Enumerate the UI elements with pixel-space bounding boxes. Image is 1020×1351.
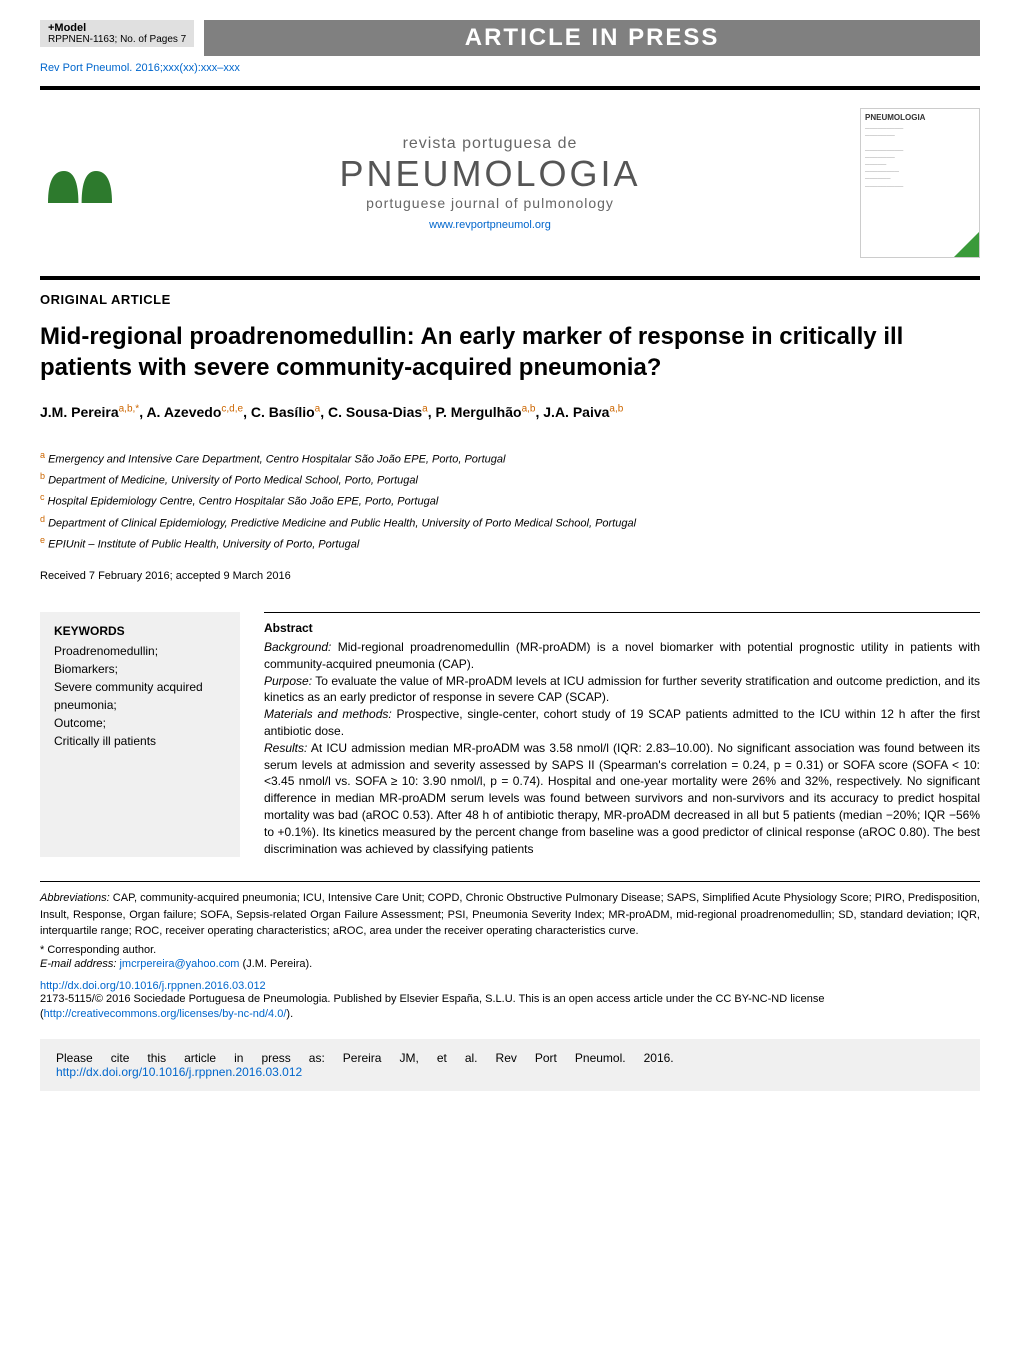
article-title: Mid-regional proadrenomedullin: An early… <box>40 321 980 383</box>
email-line: E-mail address: jmcrpereira@yahoo.com (J… <box>40 958 980 970</box>
cite-word: JM, <box>399 1051 418 1065</box>
cite-word: et <box>437 1051 447 1065</box>
results-text: At ICU admission median MR-proADM was 3.… <box>264 741 980 856</box>
background-label: Background: <box>264 640 331 654</box>
journal-header: revista portuguesa de PNEUMOLOGIA portug… <box>40 98 980 268</box>
divider-top <box>40 86 980 90</box>
authors: J.M. Pereiraa,b,*, A. Azevedoc,d,e, C. B… <box>40 401 980 423</box>
abbr-text: CAP, community-acquired pneumonia; ICU, … <box>40 892 980 937</box>
keywords-list: Proadrenomedullin;Biomarkers;Severe comm… <box>54 642 226 750</box>
cite-word: this <box>147 1051 166 1065</box>
license-text: 2173-5115/© 2016 Sociedade Portuguesa de… <box>40 992 980 1023</box>
cite-word: Pereira <box>343 1051 382 1065</box>
model-label: +Model <box>48 22 186 34</box>
header-bar: +Model RPPNEN-1163; No. of Pages 7 ARTIC… <box>40 20 980 56</box>
email-link[interactable]: jmcrpereira@yahoo.com <box>119 958 239 970</box>
journal-title-block: revista portuguesa de PNEUMOLOGIA portug… <box>120 135 860 231</box>
cite-word: Please <box>56 1051 93 1065</box>
purpose-text: To evaluate the value of MR-proADM level… <box>264 674 980 705</box>
corresponding-author: * Corresponding author. <box>40 944 980 956</box>
journal-subtitle: portuguese journal of pulmonology <box>120 195 860 211</box>
abbreviations: Abbreviations: CAP, community-acquired p… <box>40 890 980 940</box>
article-type: ORIGINAL ARTICLE <box>40 292 980 307</box>
page-container: +Model RPPNEN-1163; No. of Pages 7 ARTIC… <box>0 0 1020 1111</box>
affiliation-line: b Department of Medicine, University of … <box>40 469 980 490</box>
model-tag: +Model RPPNEN-1163; No. of Pages 7 <box>40 20 194 47</box>
revista-line: revista portuguesa de <box>120 135 860 153</box>
footer-divider <box>40 881 980 882</box>
cite-word: 2016. <box>644 1051 674 1065</box>
abstract-block: Abstract Background: Mid-regional proadr… <box>264 612 980 857</box>
abstract-text: Background: Mid-regional proadrenomedull… <box>264 639 980 857</box>
abbr-label: Abbreviations: <box>40 892 110 904</box>
keywords-heading: KEYWORDS <box>54 624 226 638</box>
affiliation-line: c Hospital Epidemiology Centre, Centro H… <box>40 490 980 511</box>
cover-lines: ────────────────────────────────────────… <box>865 126 975 191</box>
email-label: E-mail address: <box>40 958 116 970</box>
abstract-heading: Abstract <box>264 621 980 635</box>
content-row: KEYWORDS Proadrenomedullin;Biomarkers;Se… <box>40 612 980 857</box>
journal-logo-icon <box>40 153 120 213</box>
cite-word: article <box>184 1051 216 1065</box>
divider-mid <box>40 276 980 280</box>
results-label: Results: <box>264 741 307 755</box>
email-name: (J.M. Pereira). <box>239 958 312 970</box>
license-link[interactable]: http://creativecommons.org/licenses/by-n… <box>44 1008 287 1020</box>
affiliations: a Emergency and Intensive Care Departmen… <box>40 448 980 554</box>
doi-line: http://dx.doi.org/10.1016/j.rppnen.2016.… <box>40 980 980 992</box>
cite-word: cite <box>111 1051 130 1065</box>
methods-label: Materials and methods: <box>264 707 392 721</box>
cite-word: Port <box>535 1051 557 1065</box>
cite-word: in <box>234 1051 243 1065</box>
purpose-label: Purpose: <box>264 674 312 688</box>
doi-link[interactable]: http://dx.doi.org/10.1016/j.rppnen.2016.… <box>40 980 266 992</box>
cite-word: Rev <box>496 1051 517 1065</box>
journal-cover-thumbnail: PNEUMOLOGIA ────────────────────────────… <box>860 108 980 258</box>
cite-box: Please cite this article in press as: Pereira JM… <box>40 1039 980 1091</box>
cite-text: Please cite this article in press as: Pereira JM… <box>56 1051 964 1065</box>
received-dates: Received 7 February 2016; accepted 9 Mar… <box>40 570 980 582</box>
affiliation-line: e EPIUnit – Institute of Public Health, … <box>40 533 980 554</box>
cover-brand: PNEUMOLOGIA <box>865 113 975 122</box>
journal-name: PNEUMOLOGIA <box>120 153 860 195</box>
cite-word: press <box>261 1051 290 1065</box>
affiliation-line: a Emergency and Intensive Care Departmen… <box>40 448 980 469</box>
model-ref: RPPNEN-1163; No. of Pages 7 <box>48 34 186 45</box>
cite-word: as: <box>309 1051 325 1065</box>
article-in-press-banner: ARTICLE IN PRESS <box>204 20 980 56</box>
abstract-divider <box>264 612 980 613</box>
cite-doi-link[interactable]: http://dx.doi.org/10.1016/j.rppnen.2016.… <box>56 1065 302 1079</box>
journal-url[interactable]: www.revportpneumol.org <box>120 219 860 231</box>
journal-reference: Rev Port Pneumol. 2016;xxx(xx):xxx–xxx <box>40 62 980 74</box>
background-text: Mid-regional proadrenomedullin (MR-proAD… <box>264 640 980 671</box>
keywords-box: KEYWORDS Proadrenomedullin;Biomarkers;Se… <box>40 612 240 857</box>
affiliation-line: d Department of Clinical Epidemiology, P… <box>40 512 980 533</box>
cover-corner-icon <box>954 232 979 257</box>
cite-word: al. <box>465 1051 478 1065</box>
license-close: ). <box>286 1008 293 1020</box>
cite-word: Pneumol. <box>575 1051 626 1065</box>
